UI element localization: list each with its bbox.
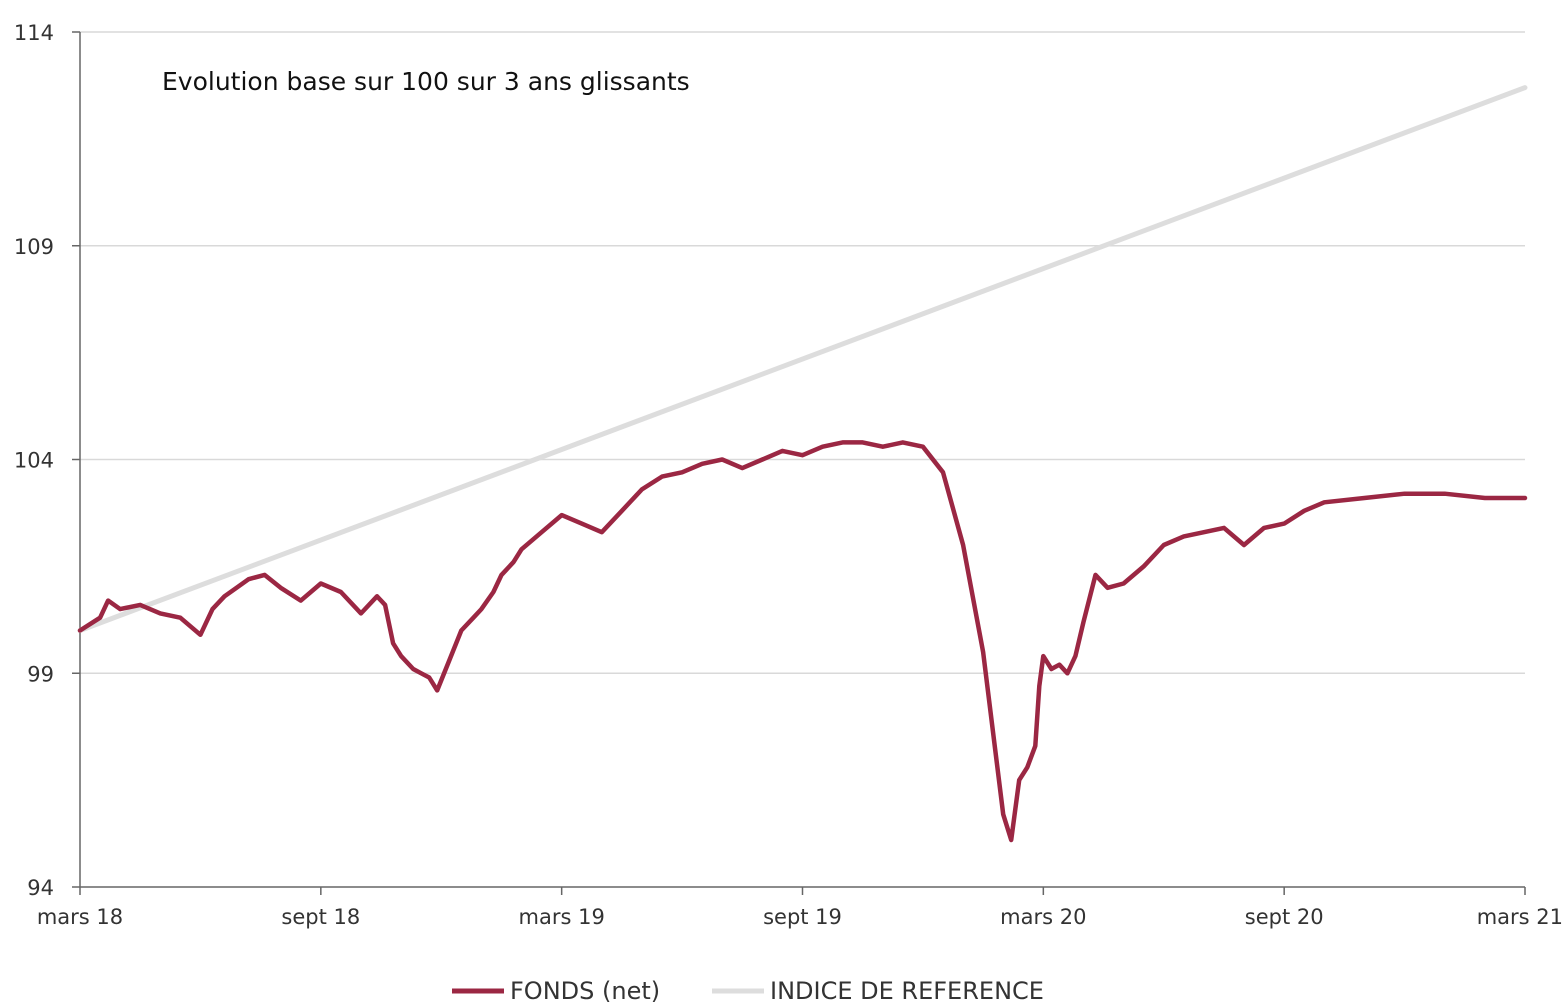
gridlines xyxy=(80,31,1525,674)
y-tick-label: 94 xyxy=(27,876,54,900)
y-tick-label: 104 xyxy=(14,449,54,473)
x-tick-label: mars 20 xyxy=(1000,905,1086,929)
x-tick-label: sept 19 xyxy=(763,905,842,929)
series-lines xyxy=(77,85,1528,843)
x-tick-label: mars 18 xyxy=(37,905,123,929)
y-tick-label: 109 xyxy=(14,235,54,259)
y-tick-label: 114 xyxy=(14,21,54,45)
y-tick-label: 99 xyxy=(27,662,54,686)
axes: 94 99 104 109 114 mars 18 sept 18 mars 19 sept 1… xyxy=(14,21,1563,929)
x-tick-label: mars 19 xyxy=(519,905,605,929)
legend-label: FONDS (net) xyxy=(510,977,660,1003)
series-line-indice xyxy=(77,85,1528,633)
chart-title: Evolution base sur 100 sur 3 ans glissan… xyxy=(162,67,690,96)
legend: FONDS (net) INDICE DE REFERENCE xyxy=(452,977,1044,1003)
x-tick-label: mars 21 xyxy=(1477,905,1563,929)
x-tick-label: sept 18 xyxy=(281,905,360,929)
series-line-fonds xyxy=(77,440,1528,843)
legend-label: INDICE DE REFERENCE xyxy=(770,977,1044,1003)
x-tick-label: sept 20 xyxy=(1245,905,1324,929)
